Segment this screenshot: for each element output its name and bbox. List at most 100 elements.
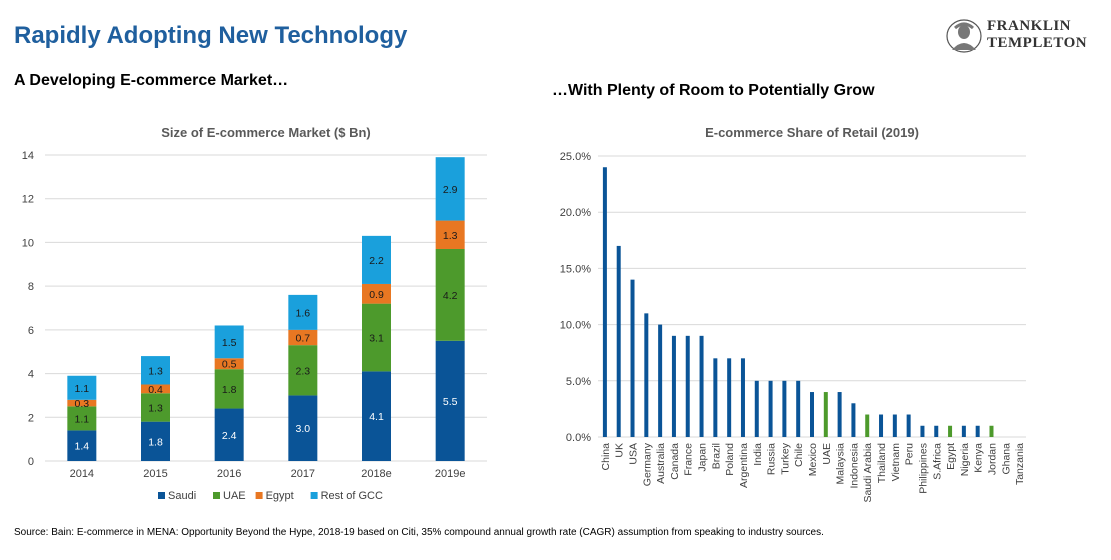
x-tick-label: UAE (821, 443, 833, 465)
chart-title: E-commerce Share of Retail (2019) (705, 125, 919, 140)
legend-swatch (255, 492, 263, 499)
x-tick-label: Japan (697, 443, 709, 472)
bar (865, 414, 870, 437)
bar-segment (435, 248, 465, 341)
data-label: 1.8 (222, 384, 237, 396)
bar (906, 414, 911, 437)
right-subtitle: …With Plenty of Room to Potentially Grow (552, 82, 875, 99)
bar-segment (435, 340, 465, 461)
x-tick-label: 2015 (143, 468, 167, 480)
x-tick-label: 2016 (217, 468, 241, 480)
data-label: 2.4 (222, 430, 237, 442)
x-tick-label: 2017 (291, 468, 315, 480)
data-label: 3.0 (296, 423, 311, 435)
source-note: Source: Bain: E-commerce in MENA: Opport… (14, 527, 824, 538)
legend-label: UAE (223, 490, 246, 502)
legend-swatch (213, 492, 220, 499)
legend-label: Egypt (266, 490, 294, 502)
logo-line-2: TEMPLETON (987, 35, 1088, 51)
data-label: 0.3 (75, 398, 90, 410)
x-tick-label: Kenya (973, 443, 985, 473)
bar (920, 425, 925, 437)
x-tick-label: France (683, 443, 695, 476)
data-label: 0.9 (369, 289, 384, 301)
bar-segment (288, 395, 318, 461)
x-tick-label: Russia (766, 443, 778, 475)
data-label: 1.3 (148, 402, 163, 414)
left-subtitle: A Developing E-commerce Market… (14, 72, 289, 89)
data-label: 0.7 (296, 333, 311, 345)
bar (948, 425, 953, 437)
x-tick-label: Jordan (986, 443, 998, 475)
ecommerce-share-of-retail-chart: E-commerce Share of Retail (2019) 0.0% 5.0… (560, 125, 1026, 503)
bar (630, 279, 635, 437)
y-tick-label: 12 (22, 194, 34, 206)
bar (713, 358, 718, 437)
x-tick-label: Germany (641, 442, 653, 486)
y-tick-label: 0 (28, 456, 34, 468)
data-label: 1.8 (148, 436, 163, 448)
bar-segment (214, 369, 244, 409)
y-tick-label: 10.0% (560, 320, 591, 332)
bar-segment (141, 393, 170, 422)
bar-segment (288, 329, 318, 346)
bar-segment (362, 371, 391, 461)
data-label: 1.3 (443, 230, 458, 242)
x-tick-label: Malaysia (835, 443, 847, 485)
bar-segment (141, 384, 170, 394)
x-tick-label: Mexico (807, 443, 819, 476)
y-tick-label: 8 (28, 281, 34, 293)
bar-segment (435, 220, 465, 249)
bar-segment (141, 356, 170, 385)
bar-segment (362, 283, 391, 304)
x-tick-label: India (752, 443, 764, 466)
x-tick-label: Argentina (738, 443, 750, 488)
bar (975, 425, 980, 437)
legend-label: Saudi (168, 490, 196, 502)
y-tick-label: 25.0% (560, 151, 591, 163)
bar (961, 425, 966, 437)
x-tick-label: Indonesia (848, 443, 860, 489)
data-label: 4.1 (369, 411, 384, 423)
data-label: 4.2 (443, 290, 458, 302)
bar-segment (362, 235, 391, 284)
bar (754, 380, 759, 437)
x-tick-label: Philippines (917, 443, 929, 494)
chart-title: Size of E-commerce Market ($ Bn) (161, 125, 371, 140)
x-tick-label: UK (614, 443, 626, 458)
x-tick-label: Australia (655, 443, 667, 484)
legend-label: Rest of GCC (321, 490, 383, 502)
bar-segment (67, 399, 97, 407)
bar (699, 335, 704, 437)
data-label: 0.4 (148, 384, 163, 396)
bar (644, 313, 649, 437)
data-label: 3.1 (369, 333, 384, 345)
bar (837, 392, 842, 437)
bar (685, 335, 690, 437)
bar (782, 380, 787, 437)
x-tick-label: Ghana (1000, 443, 1012, 475)
y-tick-label: 15.0% (560, 263, 591, 275)
bar-segment (67, 375, 97, 400)
x-tick-label: Poland (724, 443, 736, 476)
data-label: 1.6 (296, 307, 311, 319)
y-tick-label: 14 (22, 150, 34, 162)
page-title: Rapidly Adopting New Technology (14, 22, 408, 49)
data-label: 2.9 (443, 184, 458, 196)
y-tick-label: 2 (28, 412, 34, 424)
bar-segment (288, 345, 318, 396)
bar (658, 324, 663, 437)
bar (810, 392, 814, 437)
x-tick-label: Saudi Arabia (862, 443, 874, 503)
bar-segment (141, 421, 170, 461)
x-tick-label: 2018e (361, 468, 392, 480)
x-tick-label: Canada (669, 443, 681, 480)
logo-line-1: FRANKLIN (987, 18, 1072, 34)
bar (740, 358, 745, 437)
data-label: 5.5 (443, 396, 458, 408)
bar (727, 358, 732, 437)
bar (892, 414, 897, 437)
bar (616, 245, 621, 437)
x-tick-label: 2014 (70, 468, 94, 480)
bar-segment (435, 157, 465, 221)
